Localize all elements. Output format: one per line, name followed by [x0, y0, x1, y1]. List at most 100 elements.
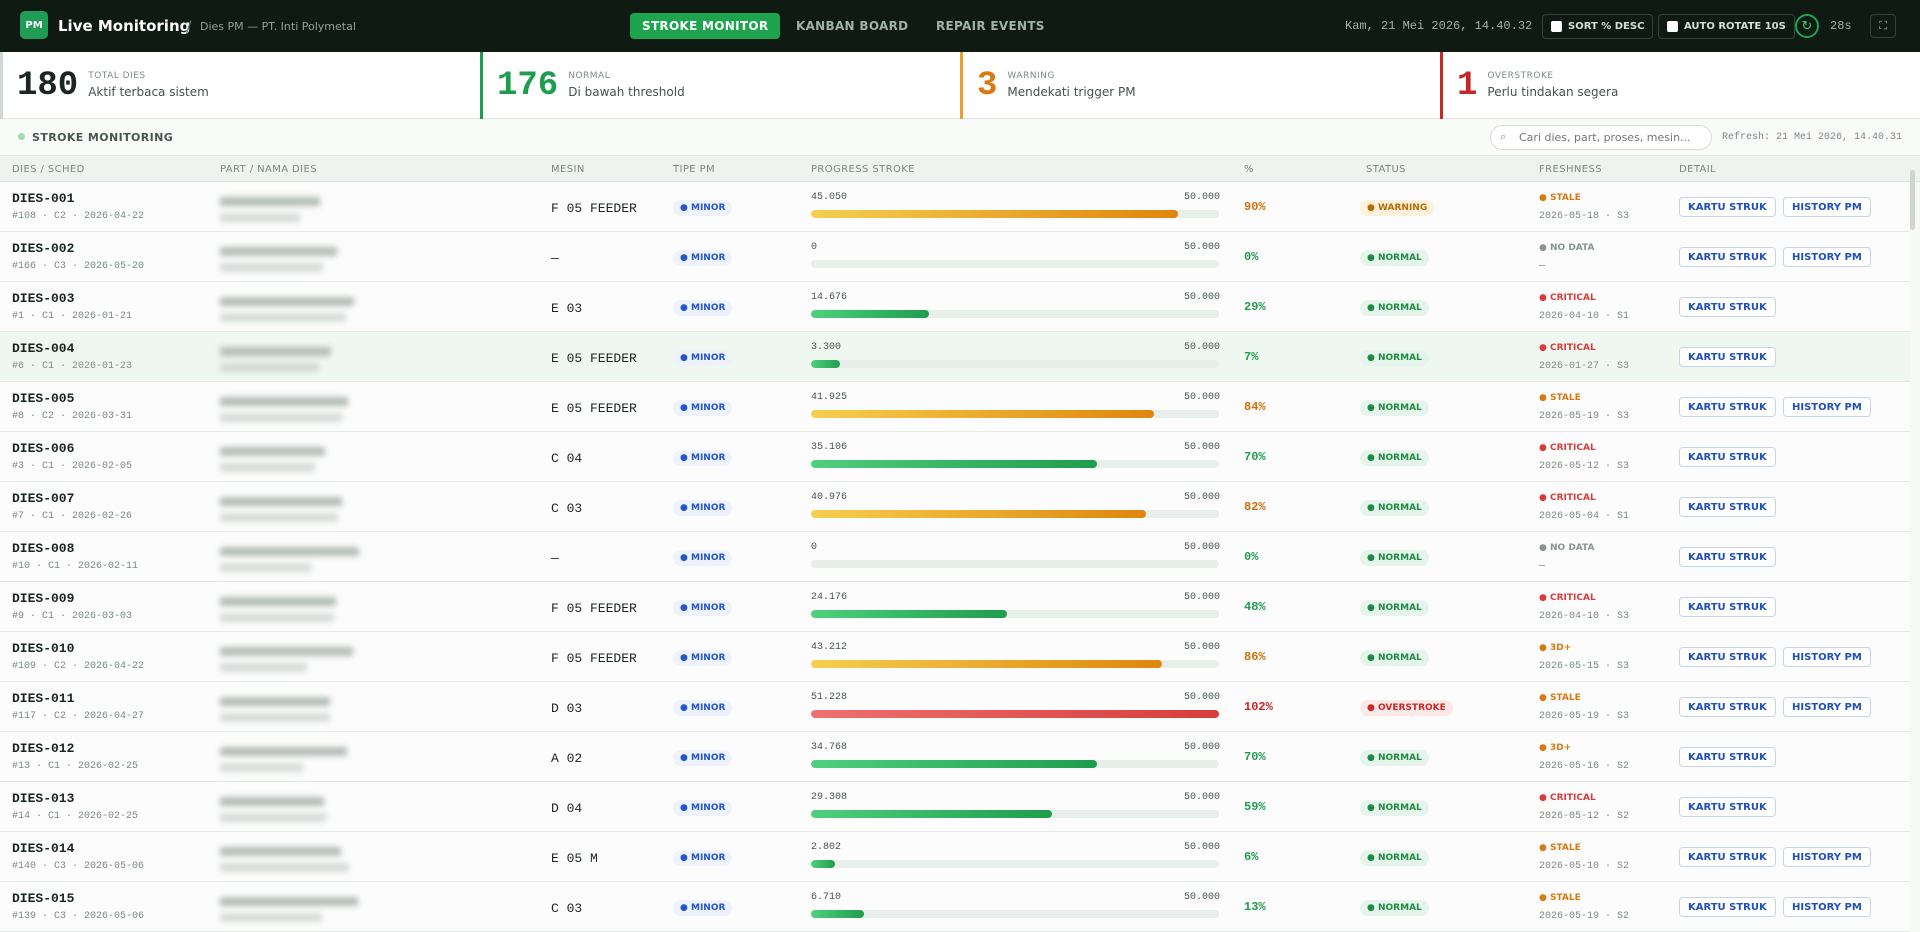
status: NORMAL — [1360, 600, 1429, 616]
table-row: DIES-006 #3 · C1 · 2026-02-05 C 04 MINOR 35.… — [0, 432, 1910, 482]
refresh-icon[interactable]: ↻ — [1795, 14, 1819, 38]
progress-fill — [811, 510, 1146, 518]
search-icon: ⌕ — [1500, 130, 1507, 143]
action-button[interactable]: KARTU STRUK — [1679, 397, 1776, 417]
action-button[interactable]: KARTU STRUK — [1679, 647, 1776, 667]
nav-tab[interactable]: REPAIR EVENTS — [936, 19, 1045, 33]
dies-sched: #109 · C2 · 2026-04-22 — [12, 661, 145, 672]
part-redacted — [220, 713, 330, 722]
table-row: DIES-005 #8 · C2 · 2026-03-31 E 05 FEEDER M… — [0, 382, 1910, 432]
subtitle: Dies PM — PT. Inti Polymetal — [200, 19, 356, 33]
freshness-date: 2026-05-16 · S2 — [1539, 761, 1630, 772]
percent: 29% — [1244, 300, 1266, 314]
stroke-limit: 50.000 — [1183, 892, 1220, 903]
progress-fill — [811, 460, 1097, 468]
table-row: DIES-013 #14 · C1 · 2026-02-25 D 04 MINOR 29… — [0, 782, 1910, 832]
dies-id: DIES-011 — [12, 691, 75, 706]
dies-sched: #1 · C1 · 2026-01-21 — [12, 311, 133, 322]
percent: 59% — [1244, 800, 1266, 814]
part-redacted — [220, 847, 341, 856]
part-redacted — [220, 697, 330, 706]
machine: F 05 FEEDER — [551, 201, 637, 216]
pm-type: MINOR — [673, 600, 733, 616]
pm-type: MINOR — [673, 800, 733, 816]
percent: 70% — [1244, 450, 1266, 464]
pm-type: MINOR — [673, 500, 733, 516]
part-redacted — [220, 297, 354, 306]
progress-fill — [811, 360, 840, 368]
part-redacted — [220, 363, 319, 372]
freshness: CRITICAL — [1539, 493, 1596, 503]
part-redacted — [220, 897, 358, 906]
column-header: FRESHNESS — [1539, 164, 1602, 175]
action-button[interactable]: KARTU STRUK — [1679, 447, 1776, 467]
part-redacted — [220, 597, 336, 606]
sort-toggle[interactable]: SORT % DESC — [1542, 14, 1654, 39]
action-button[interactable]: KARTU STRUK — [1679, 297, 1776, 317]
column-header: PART / NAMA DIES — [220, 164, 317, 175]
action-button[interactable]: HISTORY PM — [1783, 847, 1871, 867]
machine: A 02 — [551, 751, 583, 766]
action-button[interactable]: HISTORY PM — [1783, 247, 1871, 267]
freshness-date: 2026-05-19 · S2 — [1539, 911, 1630, 922]
action-button[interactable]: KARTU STRUK — [1679, 247, 1776, 267]
action-button[interactable]: KARTU STRUK — [1679, 497, 1776, 517]
action-button[interactable]: KARTU STRUK — [1679, 597, 1776, 617]
stroke-limit: 50.000 — [1183, 642, 1220, 653]
action-button[interactable]: HISTORY PM — [1783, 647, 1871, 667]
nav-tab[interactable]: KANBAN BOARD — [796, 19, 909, 33]
dies-sched: #13 · C1 · 2026-02-25 — [12, 761, 139, 772]
action-button[interactable]: HISTORY PM — [1783, 397, 1871, 417]
fullscreen-button[interactable]: ⛶ — [1870, 14, 1896, 38]
action-button[interactable]: KARTU STRUK — [1679, 347, 1776, 367]
action-button[interactable]: KARTU STRUK — [1679, 197, 1776, 217]
dies-sched: #140 · C3 · 2026-05-06 — [12, 861, 145, 872]
stroke-count: 3.300 — [811, 342, 842, 353]
machine: C 03 — [551, 901, 583, 916]
action-button[interactable]: KARTU STRUK — [1679, 847, 1776, 867]
action-button[interactable]: KARTU STRUK — [1679, 747, 1776, 767]
table-row: DIES-011 #117 · C2 · 2026-04-27 D 03 MINOR 5… — [0, 682, 1910, 732]
action-button[interactable]: HISTORY PM — [1783, 897, 1871, 917]
machine: F 05 FEEDER — [551, 601, 637, 616]
action-button[interactable]: KARTU STRUK — [1679, 697, 1776, 717]
status: NORMAL — [1360, 450, 1429, 466]
column-header: PROGRESS STROKE — [811, 164, 915, 175]
action-button[interactable]: KARTU STRUK — [1679, 797, 1776, 817]
progress-fill — [811, 660, 1162, 668]
percent: 7% — [1244, 350, 1259, 364]
progress-track — [811, 860, 1219, 868]
status: NORMAL — [1360, 550, 1429, 566]
action-button[interactable]: HISTORY PM — [1783, 197, 1871, 217]
part-redacted — [220, 797, 324, 806]
freshness: NO DATA — [1539, 243, 1594, 253]
stat-card: 3 WARNING Mendekati trigger PM — [960, 52, 1440, 119]
search-input[interactable] — [1490, 125, 1712, 150]
part-redacted — [220, 913, 322, 922]
column-header: MESIN — [551, 164, 585, 175]
stat-value: 3 — [977, 66, 998, 105]
stroke-limit: 50.000 — [1183, 792, 1220, 803]
pm-type: MINOR — [673, 450, 733, 466]
progress-fill — [811, 610, 1007, 618]
nav-tab[interactable]: STROKE MONITOR — [630, 13, 781, 39]
percent: 70% — [1244, 750, 1266, 764]
status: NORMAL — [1360, 250, 1429, 266]
part-redacted — [220, 663, 307, 672]
action-button[interactable]: KARTU STRUK — [1679, 897, 1776, 917]
action-button[interactable]: KARTU STRUK — [1679, 547, 1776, 567]
percent: 6% — [1244, 850, 1259, 864]
part-redacted — [220, 247, 337, 256]
freshness-date: 2026-05-12 · S2 — [1539, 811, 1630, 822]
part-redacted — [220, 747, 347, 756]
dies-sched: #9 · C1 · 2026-03-03 — [12, 611, 133, 622]
progress-track — [811, 560, 1219, 568]
pm-type: MINOR — [673, 300, 733, 316]
rotate-toggle[interactable]: AUTO ROTATE 10S — [1658, 14, 1795, 39]
dies-sched: #117 · C2 · 2026-04-27 — [12, 711, 145, 722]
progress-track — [811, 210, 1219, 218]
action-button[interactable]: HISTORY PM — [1783, 697, 1871, 717]
status: WARNING — [1360, 200, 1435, 216]
dies-id: DIES-002 — [12, 241, 75, 256]
machine: E 05 FEEDER — [551, 351, 637, 366]
